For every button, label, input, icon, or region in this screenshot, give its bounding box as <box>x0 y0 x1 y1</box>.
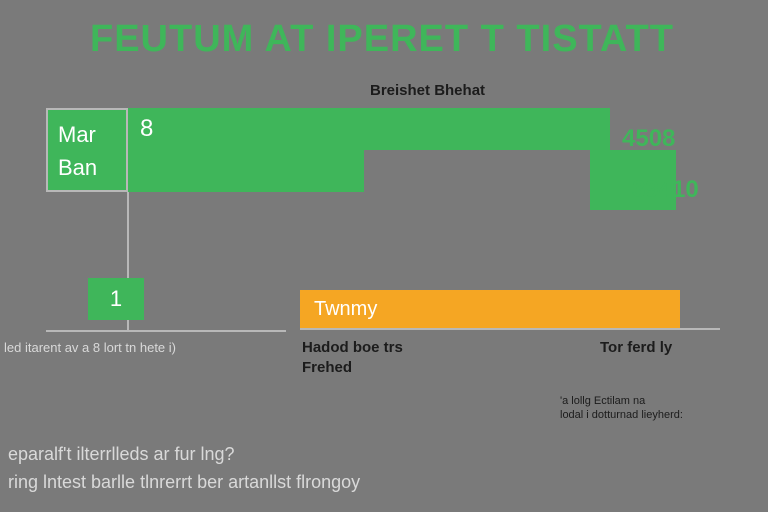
value-2: 39410 <box>632 176 699 204</box>
footnote-2: lodal i dotturnad lieyherd: <box>560 408 683 422</box>
col-label-left: Hadod boe trs Frehed <box>302 338 403 377</box>
orange-bar: Twnmy <box>300 290 680 328</box>
small-box-label: 1 <box>110 286 122 312</box>
category-line2: Ban <box>58 151 116 184</box>
category-line1: Mar <box>58 118 116 151</box>
footnote: 'a lollg Ectilam na lodal i dotturnad li… <box>560 394 683 423</box>
page-title: FEUTUM AT IPERET T TISTATT <box>90 18 674 61</box>
orange-underline <box>300 328 720 330</box>
value-1: 4508 <box>622 125 675 153</box>
axis-horizontal <box>46 330 286 332</box>
small-box: 1 <box>88 278 144 320</box>
col-label-left-1: Hadod boe trs <box>302 338 403 358</box>
orange-bar-label: Twnmy <box>314 298 377 321</box>
chart-top-label: Breishet Bhehat <box>370 82 485 99</box>
left-caption: led itarent av a 8 lort tn hete i) <box>4 340 176 355</box>
category-box: Mar Ban <box>46 108 128 192</box>
bar-1: 8 <box>128 108 610 150</box>
bottom-line-2: ring lntest barlle tlnrerrt ber artanlls… <box>8 472 360 493</box>
footnote-1: 'a lollg Ectilam na <box>560 394 683 408</box>
bar-1-label: 8 <box>140 115 153 143</box>
col-label-right: Tor ferd ly <box>600 338 672 358</box>
col-label-left-2: Frehed <box>302 358 403 378</box>
bar-2 <box>128 150 364 192</box>
bottom-line-1: eparalf't ilterrlleds ar fur lng? <box>8 444 235 465</box>
